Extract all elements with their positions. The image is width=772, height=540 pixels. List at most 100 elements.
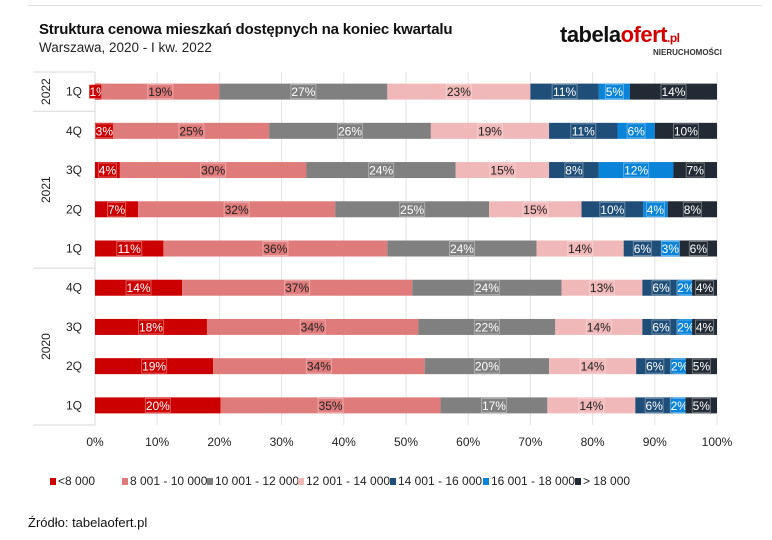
data-label-box bbox=[144, 397, 171, 413]
data-label: 15% bbox=[523, 203, 547, 217]
legend-swatch bbox=[483, 478, 489, 485]
x-tick-label: 0% bbox=[86, 435, 104, 449]
data-label: 24% bbox=[475, 281, 499, 295]
x-tick-label: 40% bbox=[332, 435, 356, 449]
legend-swatch bbox=[207, 478, 213, 485]
data-label-box bbox=[368, 162, 395, 178]
legend-swatch bbox=[298, 478, 304, 485]
data-label: 25% bbox=[400, 203, 424, 217]
data-label-box bbox=[695, 280, 715, 296]
data-label-box bbox=[564, 162, 584, 178]
data-label-box bbox=[623, 162, 650, 178]
data-label-box bbox=[691, 358, 711, 374]
data-label: 19% bbox=[142, 360, 166, 374]
data-label: 6% bbox=[690, 242, 708, 256]
year-label: 2021 bbox=[39, 176, 53, 203]
logo: tabelaofert.pl bbox=[560, 22, 680, 47]
data-label: 10% bbox=[600, 203, 624, 217]
logo-subtitle: NIERUCHOMOŚCI bbox=[653, 48, 722, 57]
data-label: 25% bbox=[179, 124, 203, 138]
data-label-box bbox=[262, 241, 289, 256]
legend-swatch bbox=[122, 478, 128, 485]
quarter-label: 1Q bbox=[66, 398, 82, 412]
quarter-label: 2Q bbox=[66, 202, 82, 216]
stacked-bar-chart: 0% 10% 20% 30% 40% 50% 60% 70% 80% 90% 100% 2022 1Q 2… bbox=[33, 71, 733, 488]
data-label: 19% bbox=[478, 124, 502, 138]
data-label: 6% bbox=[652, 320, 670, 334]
source-note: Źródło: tabelaofert.pl bbox=[28, 515, 148, 530]
data-label: 15% bbox=[490, 164, 514, 178]
year-label: 2020 bbox=[39, 333, 53, 360]
data-label-box bbox=[290, 84, 317, 100]
data-label: 6% bbox=[645, 399, 663, 413]
data-label: 6% bbox=[646, 360, 664, 374]
legend-swatch bbox=[390, 478, 396, 485]
data-label-box bbox=[604, 84, 624, 100]
data-label: 5% bbox=[693, 360, 711, 374]
data-label-box bbox=[299, 319, 326, 335]
data-label-box bbox=[588, 280, 615, 296]
legend-label: 10 001 - 12 000 bbox=[215, 474, 299, 488]
data-label-box bbox=[305, 358, 332, 374]
data-label-box bbox=[141, 358, 168, 374]
data-label-box bbox=[570, 123, 597, 139]
legend-label: <8 000 bbox=[58, 474, 95, 488]
data-label: 14% bbox=[568, 242, 592, 256]
data-label: 27% bbox=[291, 85, 315, 99]
data-label: 11% bbox=[118, 242, 141, 256]
data-label-box bbox=[284, 280, 311, 296]
data-label: 32% bbox=[225, 203, 249, 217]
data-label: 35% bbox=[319, 399, 343, 413]
data-label: 13% bbox=[590, 281, 614, 295]
quarter-label: 4Q bbox=[66, 281, 82, 295]
data-label-box bbox=[645, 201, 665, 217]
legend-swatch bbox=[50, 478, 56, 485]
data-label: 6% bbox=[634, 242, 652, 256]
data-label-box bbox=[473, 358, 500, 374]
quarter-label: 4Q bbox=[66, 124, 82, 138]
data-label-box bbox=[97, 162, 117, 178]
data-label: 4% bbox=[696, 281, 714, 295]
legend-label: > 18 000 bbox=[583, 474, 630, 488]
quarter-label: 1Q bbox=[66, 85, 82, 99]
x-tick-label: 30% bbox=[270, 435, 294, 449]
year-label: 2022 bbox=[39, 78, 53, 105]
data-label: 22% bbox=[475, 320, 499, 334]
chart-title: Struktura cenowa mieszkań dostępnych na … bbox=[39, 21, 453, 38]
data-label-box bbox=[223, 201, 250, 217]
data-label-box bbox=[476, 123, 503, 139]
data-label: 26% bbox=[338, 124, 362, 138]
chart-subtitle: Warszawa, 2020 - I kw. 2022 bbox=[39, 40, 212, 55]
data-label-box bbox=[522, 201, 549, 217]
x-tick-label: 90% bbox=[643, 435, 667, 449]
data-label-box bbox=[125, 280, 152, 296]
data-label-box bbox=[445, 84, 472, 100]
data-label: 17% bbox=[482, 399, 506, 413]
quarter-label: 3Q bbox=[66, 163, 82, 177]
data-label-box bbox=[94, 123, 114, 139]
data-label-box bbox=[147, 84, 174, 100]
data-label-box bbox=[567, 241, 594, 256]
data-label: 24% bbox=[369, 164, 393, 178]
data-label: 6% bbox=[627, 124, 645, 138]
data-label-box bbox=[599, 201, 626, 217]
top-divider bbox=[28, 5, 762, 6]
data-label-box bbox=[660, 84, 687, 100]
data-label-box bbox=[473, 319, 500, 335]
data-label-box bbox=[578, 397, 605, 413]
data-label: 14% bbox=[127, 281, 151, 295]
data-label: 3% bbox=[96, 124, 114, 138]
data-label: 8% bbox=[684, 203, 702, 217]
data-label-box bbox=[651, 319, 671, 335]
data-label-box bbox=[585, 319, 612, 335]
data-label: 34% bbox=[307, 360, 331, 374]
data-label: 8% bbox=[565, 164, 583, 178]
data-label: 7% bbox=[687, 164, 705, 178]
data-label-box bbox=[200, 162, 227, 178]
data-label: 4% bbox=[647, 203, 665, 217]
data-label: 4% bbox=[99, 164, 117, 178]
data-label: 3% bbox=[662, 242, 680, 256]
data-label: 14% bbox=[581, 360, 605, 374]
data-label: 10% bbox=[674, 124, 698, 138]
x-tick-label: 60% bbox=[456, 435, 480, 449]
